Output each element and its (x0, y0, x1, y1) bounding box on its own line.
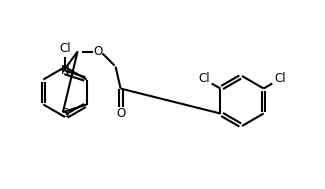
Text: O: O (93, 45, 102, 58)
Text: Cl: Cl (198, 73, 210, 85)
Text: S: S (61, 107, 69, 120)
Text: N: N (60, 64, 69, 77)
Text: Cl: Cl (274, 73, 286, 85)
Text: O: O (116, 107, 125, 120)
Text: Cl: Cl (59, 43, 71, 56)
